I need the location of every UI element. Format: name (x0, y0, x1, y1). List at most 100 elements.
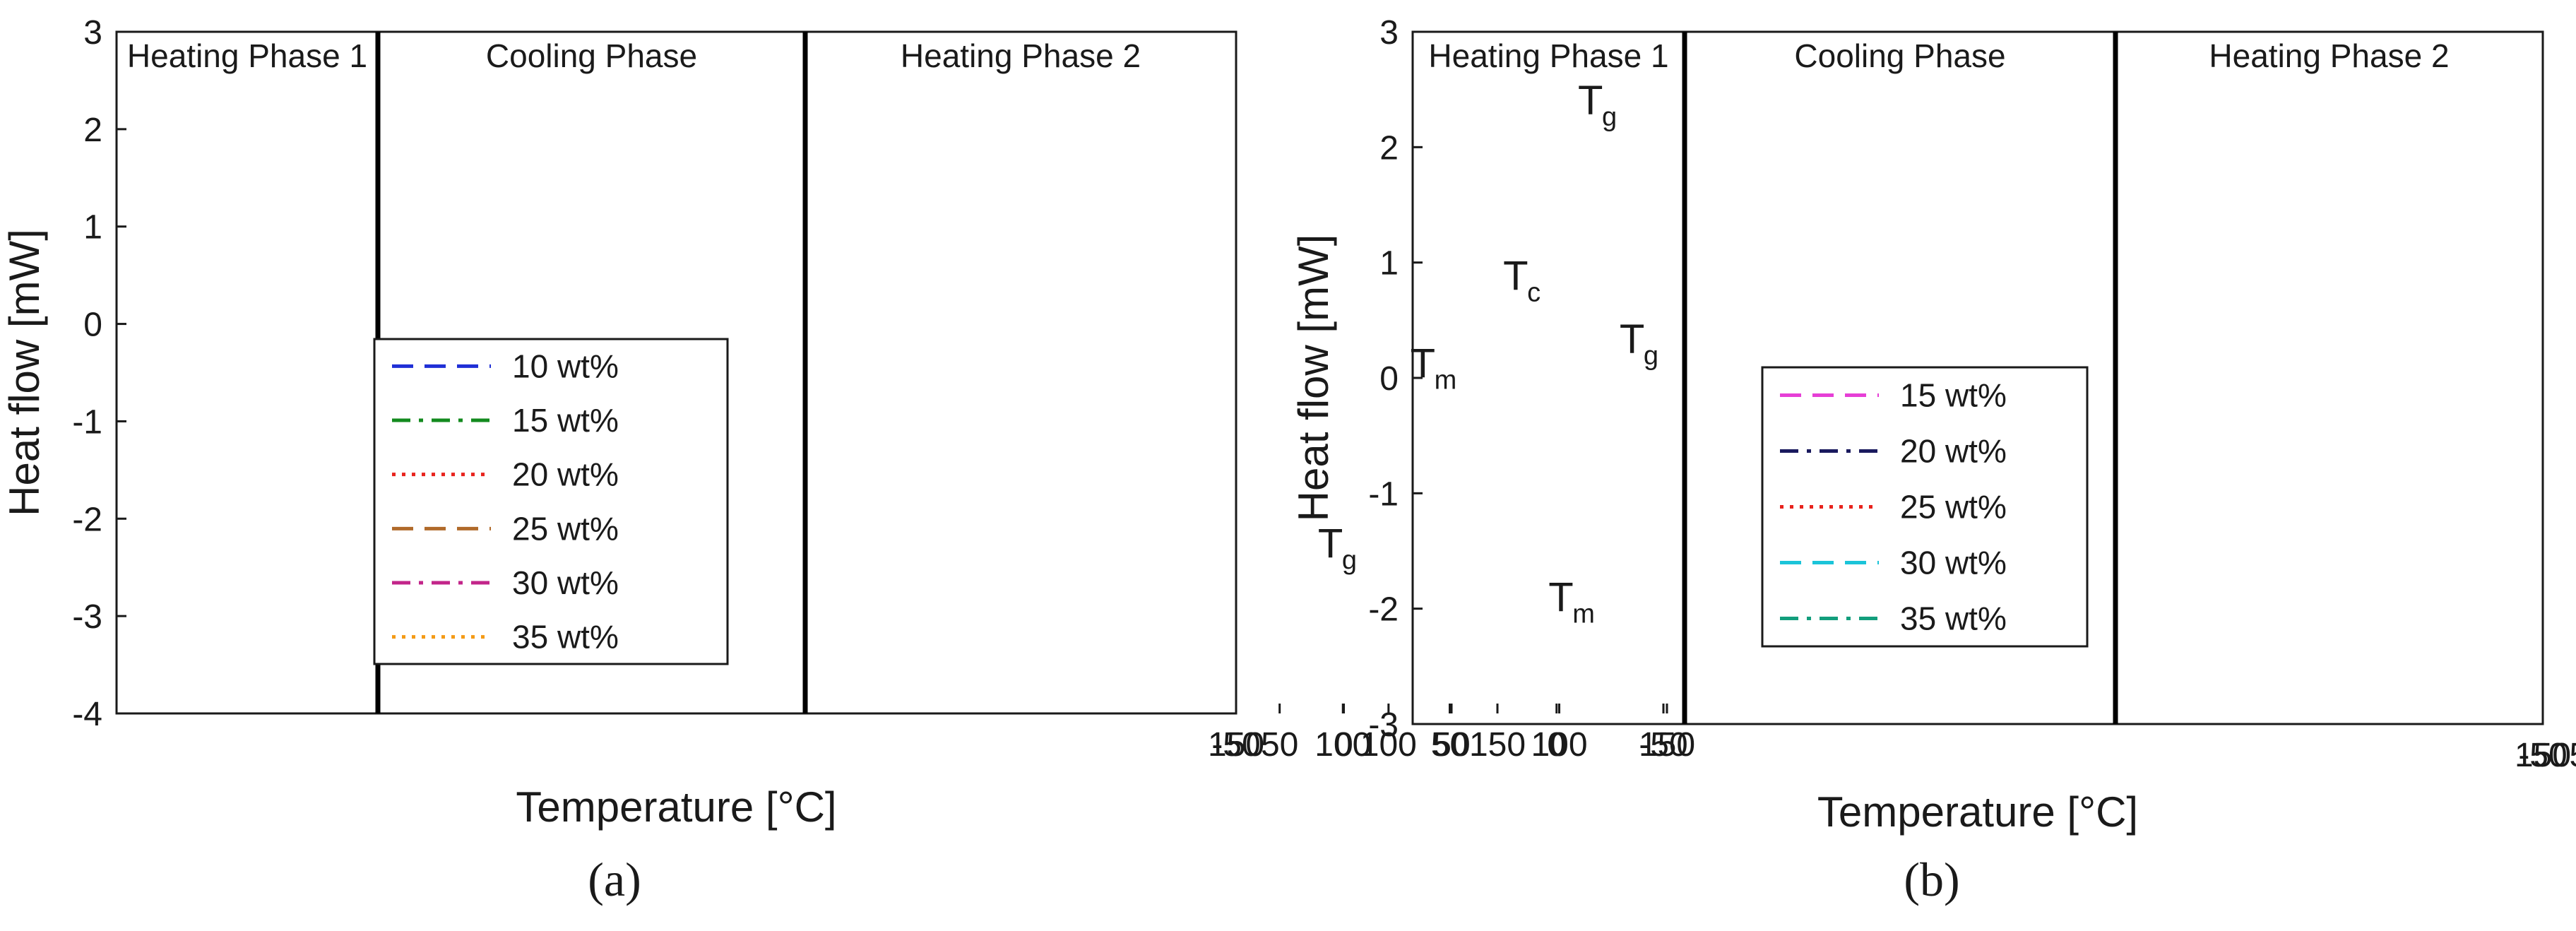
y-tick-label: -1 (72, 403, 102, 441)
annotation-subscript: c (1527, 278, 1541, 307)
legend-entry: 20 wt% (512, 456, 619, 493)
series-line-20wt-panel-1 (1235, 482, 1236, 485)
legend-box (373, 338, 729, 665)
annotation-subscript: g (1602, 102, 1617, 132)
x-tick-label: 50 (1261, 726, 1298, 764)
series-line-30wt-panel-2 (1235, 153, 1236, 155)
y-tick-label: 0 (1379, 360, 1399, 398)
x-tick-label: -50 (1639, 726, 1687, 764)
series-line-25wt-panel-1 (1235, 521, 1236, 524)
y-tick-label: -2 (72, 501, 102, 538)
y-tick-label: 3 (1379, 14, 1399, 52)
chart-a: Heating Phase 1 Cooling Phase Heating Phas… (1, 14, 1695, 831)
y-tick-label: 0 (83, 307, 102, 344)
series-line-15wt-panel-3 (2542, 560, 2543, 563)
x-tick-label: 50 (2569, 737, 2576, 774)
legend-entry: 20 wt% (1900, 433, 2007, 470)
annotation-symbol: T (1411, 340, 1435, 386)
caption-a: (a) (588, 853, 641, 906)
series-line-35wt-panel-3 (2542, 538, 2543, 540)
series-line-35wt-panel-1 (1235, 380, 1236, 383)
caption-b: (b) (1904, 853, 1959, 906)
y-tick-label: 1 (1379, 245, 1399, 283)
series-line-35wt-panel-1 (2543, 574, 2576, 603)
legend: 15 wt% 20 wt% 25 wt% 30 wt% 35 wt% (1761, 366, 2089, 648)
x-tick-label: 150 (1208, 726, 1264, 764)
legend-entry: 30 wt% (1900, 545, 2007, 581)
series-line-25wt-panel-2 (2542, 147, 2543, 149)
legend-box (1761, 366, 2089, 648)
y-tick-label: -4 (72, 696, 102, 733)
plot-frame (115, 30, 1237, 715)
annotation-symbol: T (1548, 574, 1573, 620)
legend-entry: 30 wt% (512, 564, 619, 601)
legend-entry: 35 wt% (1900, 600, 2007, 637)
series-line-25wt-panel-1 (2542, 528, 2543, 530)
series-line-10wt-panel-2 (1235, 158, 1236, 160)
series-line-30wt-panel-2 (2542, 105, 2543, 107)
x-axis-label: Temperature [°C] (516, 783, 836, 831)
annotation: Tm (1548, 574, 1595, 629)
legend: 10 wt% 15 wt% 20 wt% 25 wt% 30 wt% 35 wt% (373, 338, 729, 665)
legend-entry: 35 wt% (512, 619, 619, 656)
x-tick-label: 100 (1360, 726, 1417, 764)
x-tick-label: 100 (1531, 726, 1587, 764)
x-tick-label: 100 (1314, 726, 1371, 764)
panel-label: Heating Phase 1 (1428, 37, 1668, 74)
annotation-subscript: m (1572, 599, 1595, 629)
x-tick-label: -50 (2518, 737, 2567, 774)
y-tick-label: -3 (72, 598, 102, 636)
panel-label: Heating Phase 2 (901, 37, 1141, 74)
y-tick-label: 2 (83, 112, 102, 149)
y-tick-label: -1 (1368, 475, 1399, 513)
legend-entry: 25 wt% (512, 510, 619, 547)
series-line-35wt-panel-2 (2542, 158, 2543, 161)
x-tick-label: 0 (1334, 726, 1353, 764)
annotation-symbol: T (1503, 253, 1528, 299)
series-line-15wt-panel-2 (1235, 119, 1236, 121)
y-tick-label: -2 (1368, 591, 1399, 629)
panel-label: Cooling Phase (486, 37, 697, 74)
series-line-15wt-panel-1 (1235, 434, 1236, 437)
annotation: Tc (1503, 253, 1541, 307)
legend-entry: 15 wt% (1900, 377, 2007, 414)
annotation-symbol: T (1578, 78, 1603, 124)
x-axis-label: Temperature [°C] (1817, 788, 2138, 836)
x-tick-label: 0 (1547, 726, 1566, 764)
y-tick-label: 3 (83, 14, 102, 52)
series-line-20wt-panel-1 (2542, 578, 2543, 580)
x-tick-label: 150 (2515, 737, 2571, 774)
series-group (2541, 99, 2576, 603)
x-tick-label: 150 (1469, 726, 1526, 764)
series-line-30wt-panel-1 (2542, 520, 2543, 523)
series-line-25wt-panel-3 (2542, 526, 2543, 528)
series-line-20wt-panel-3 (2542, 578, 2543, 580)
x-tick-label: 50 (1432, 726, 1470, 764)
y-axis-label: Heat flow [mW] (1290, 235, 1337, 522)
annotation-symbol: T (1318, 521, 1343, 567)
panel-label: Heating Phase 1 (127, 37, 367, 74)
annotation-symbol: T (1620, 316, 1644, 362)
annotation: Tg (1318, 521, 1357, 575)
annotation: Tm (1411, 340, 1457, 395)
annotation: Tg (1578, 78, 1617, 132)
y-axis-label: Heat flow [mW] (1, 229, 48, 516)
panel-label: Cooling Phase (1794, 37, 2005, 74)
y-tick-label: 1 (83, 209, 102, 247)
series-line-30wt-panel-3 (2541, 526, 2543, 528)
x-tick-label: -50 (1211, 726, 1260, 764)
panel-label: Heating Phase 2 (2209, 37, 2449, 74)
y-tick-label: -3 (1368, 706, 1399, 744)
series-line-10wt-panel-1 (1235, 400, 1236, 402)
x-tick-label: 50 (1431, 726, 1468, 764)
y-tick-label: 2 (1379, 129, 1399, 167)
legend-entry: 15 wt% (512, 402, 619, 439)
series-line-15wt-panel-1 (2542, 562, 2543, 564)
annotation-subscript: g (1644, 341, 1658, 371)
chart-b: Heating Phase 1 Cooling Phase Heating Phas… (1290, 14, 2576, 836)
legend-entry: 25 wt% (1900, 489, 2007, 526)
x-tick-label: 150 (1639, 726, 1695, 764)
annotation: Tg (1620, 316, 1658, 371)
series-line-20wt-panel-2 (2541, 99, 2543, 101)
